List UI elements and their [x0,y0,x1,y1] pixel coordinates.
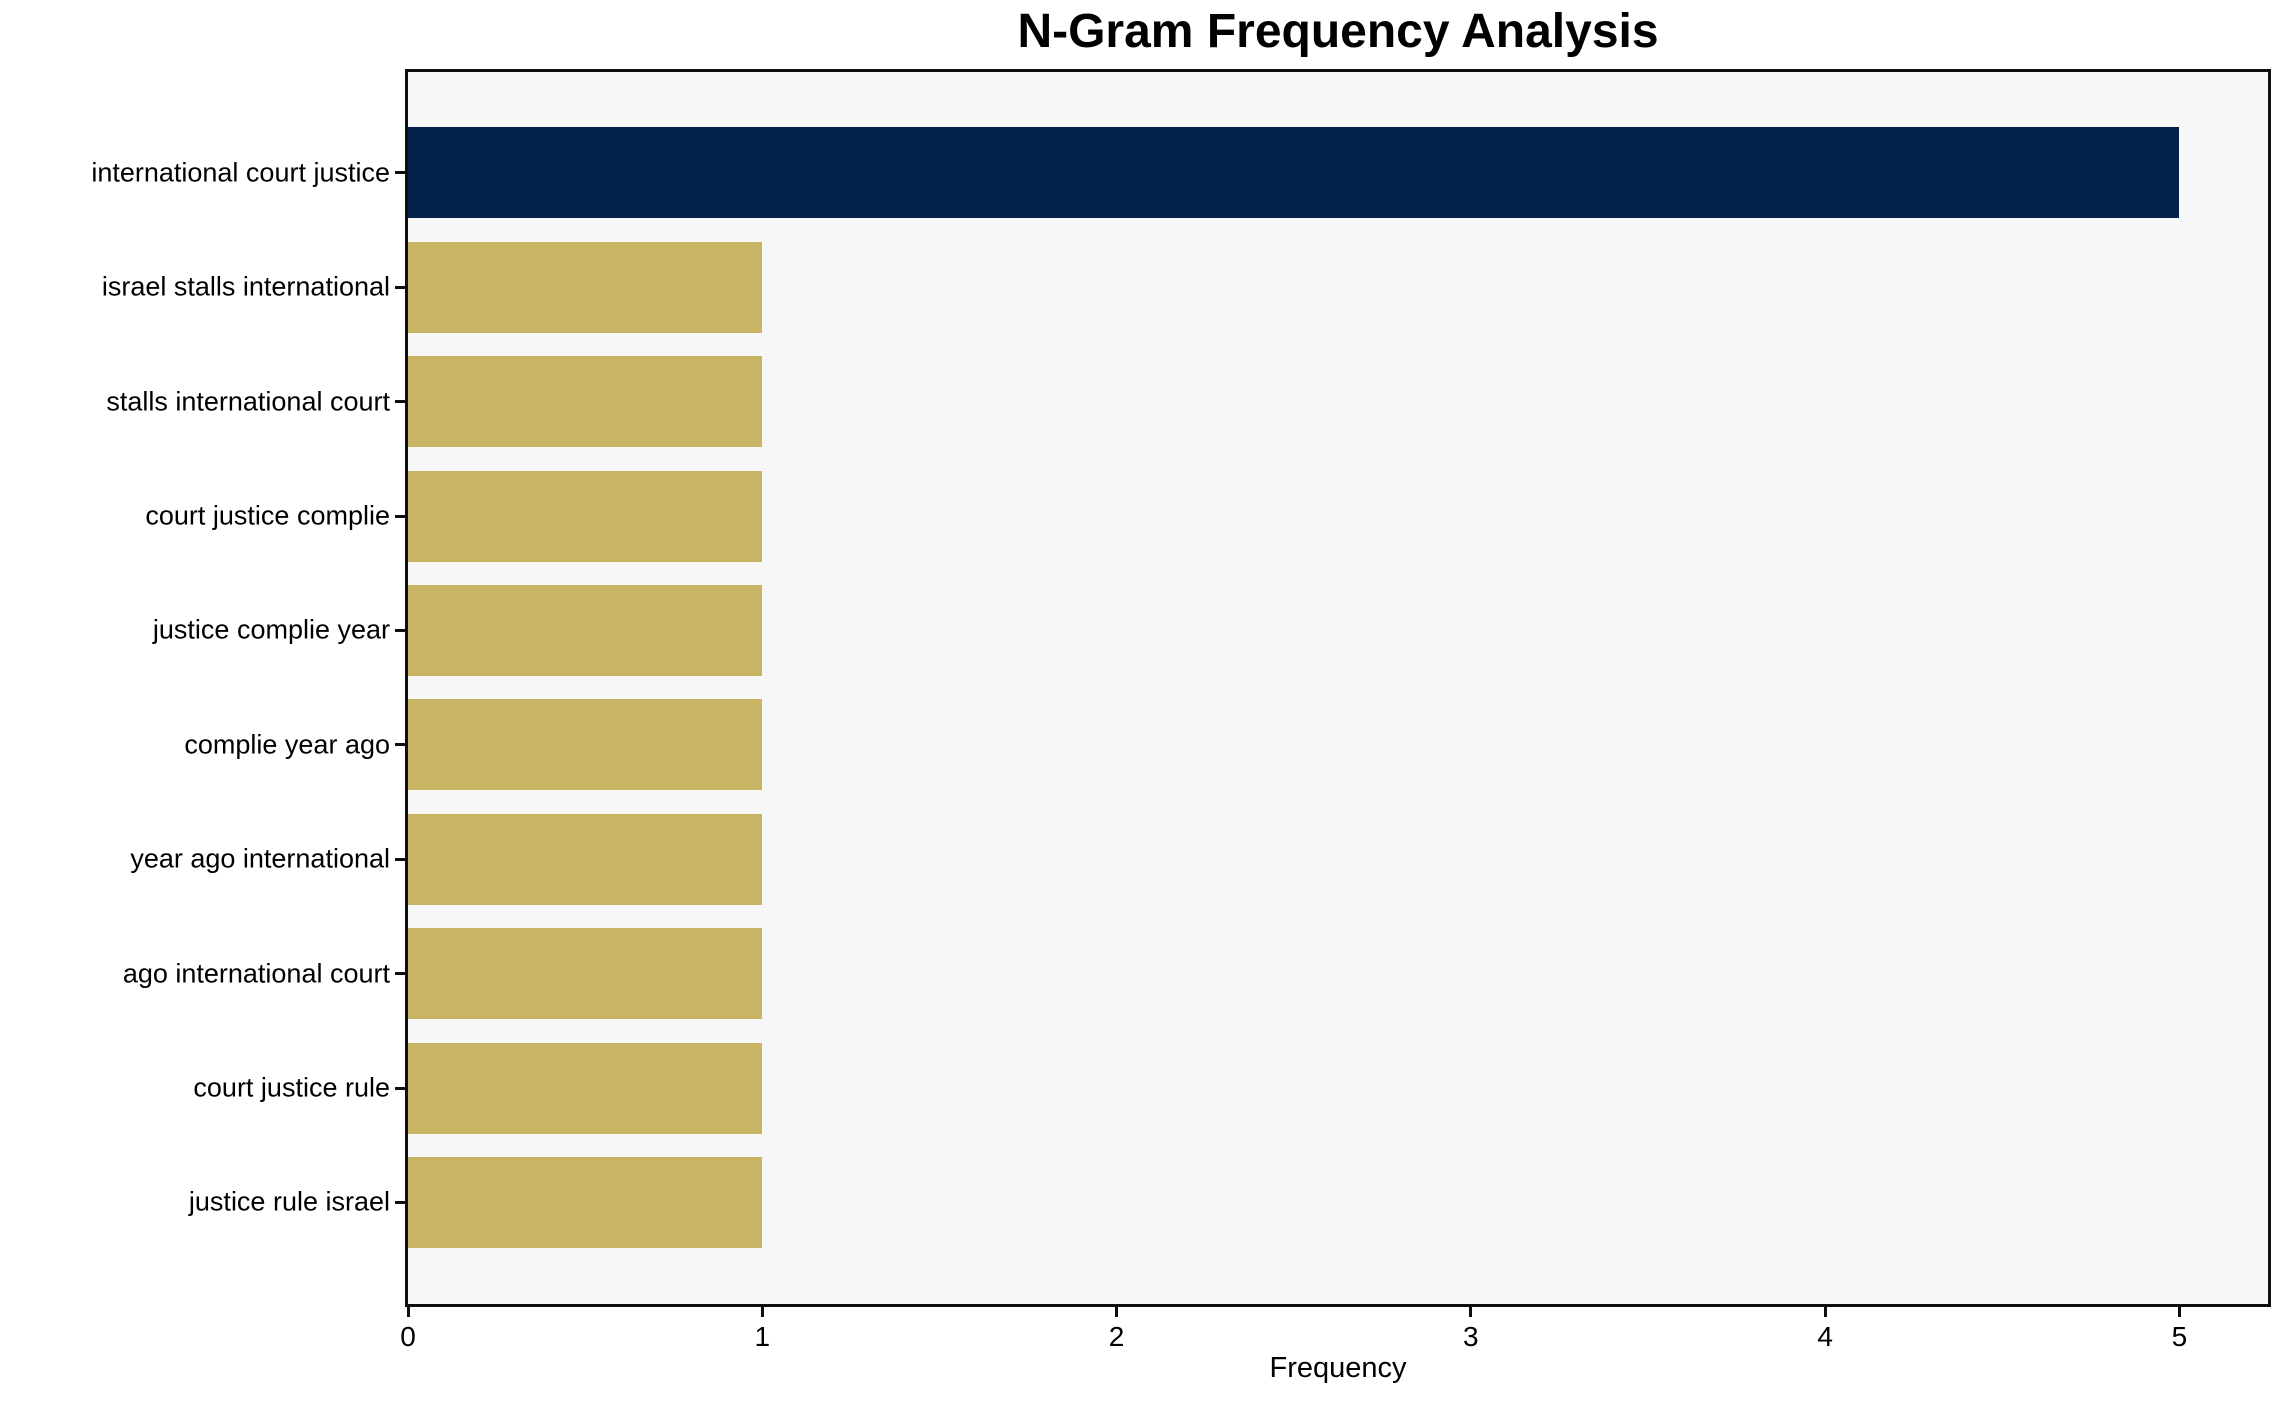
y-tick-label: ago international court [122,958,390,989]
x-tick-label: 3 [1463,1321,1479,1352]
y-tick-mark [395,285,405,289]
y-tick-mark [395,1086,405,1090]
y-tick-label: court justice rule [193,1072,390,1103]
y-tick-mark [395,1200,405,1204]
x-tick-mark [1469,1307,1473,1317]
y-tick-label: israel stalls international [101,271,390,302]
x-tick-mark [1115,1307,1119,1317]
bar-year-ago-international [408,813,763,905]
bar-justice-rule-israel [408,1156,763,1248]
bar-stalls-international-court [408,356,763,448]
plot-area: international court justice israel stalls… [91,69,2271,1352]
y-tick-label: justice complie year [152,614,390,645]
y-tick-mark [395,972,405,976]
y-tick-mark [395,514,405,518]
x-tick-label: 2 [1108,1321,1125,1352]
x-tick-label: 4 [1817,1321,1833,1352]
x-tick-mark [406,1307,410,1317]
x-tick-label: 1 [754,1321,771,1352]
bar-court-justice-rule [408,1042,763,1134]
y-tick-mark [395,400,405,404]
bar-complie-year-ago [408,699,763,791]
y-tick-mark [395,857,405,861]
x-axis-title: Frequency [1269,1352,1407,1384]
y-tick-mark [395,171,405,175]
y-tick-label: stalls international court [106,386,390,417]
y-tick-label: justice rule israel [188,1186,390,1217]
bar-international-court-justice [408,127,2180,219]
y-tick-label: international court justice [91,157,390,188]
bar-israel-stalls-international [408,241,763,333]
y-tick-mark [395,628,405,632]
x-tick-mark [760,1307,764,1317]
bar-justice-complie-year [408,584,763,676]
x-tick-label: 0 [400,1321,416,1352]
x-tick-mark [1823,1307,1827,1317]
x-tick-mark [2177,1307,2181,1317]
y-tick-mark [395,743,405,747]
x-tick-label: 5 [2171,1321,2188,1352]
bar-ago-international-court [408,928,763,1020]
bar-court-justice-complie [408,470,763,562]
chart-title: N-Gram Frequency Analysis [1017,5,1659,58]
y-tick-label: court justice complie [145,500,390,531]
y-tick-label: year ago international [130,843,390,874]
y-tick-label: complie year ago [184,729,390,760]
